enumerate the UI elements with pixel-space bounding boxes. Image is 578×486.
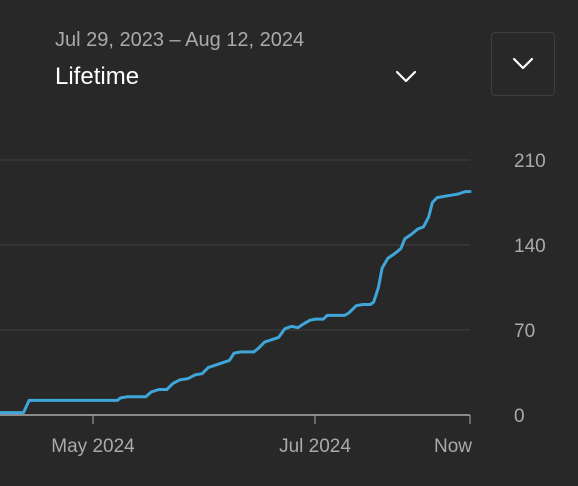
y-tick-label: 210: [514, 151, 546, 172]
date-range-label: Jul 29, 2023 – Aug 12, 2024: [55, 29, 305, 51]
gridlines: [0, 159, 470, 416]
x-axis-labels: May 2024 Jul 2024 Now: [51, 415, 472, 457]
period-selector[interactable]: Lifetime: [55, 62, 435, 92]
y-tick-label: 0: [514, 406, 525, 427]
x-tick-label: Jul 2024: [279, 436, 351, 457]
y-tick-label: 140: [514, 236, 546, 257]
series-layer: [0, 190, 472, 415]
chevron-down-icon: [512, 57, 534, 70]
y-tick-label: 70: [514, 321, 535, 342]
period-label: Lifetime: [55, 63, 140, 90]
x-tick-label: Now: [434, 436, 472, 457]
x-tick-label: May 2024: [51, 436, 135, 457]
y-axis-labels: 0 70 140 210: [514, 151, 546, 427]
chart-header: Jul 29, 2023 – Aug 12, 2024 Lifetime: [55, 28, 435, 92]
series-line: [0, 190, 472, 415]
chevron-down-icon[interactable]: [393, 64, 419, 90]
chart-options-dropdown-button[interactable]: [491, 32, 555, 96]
